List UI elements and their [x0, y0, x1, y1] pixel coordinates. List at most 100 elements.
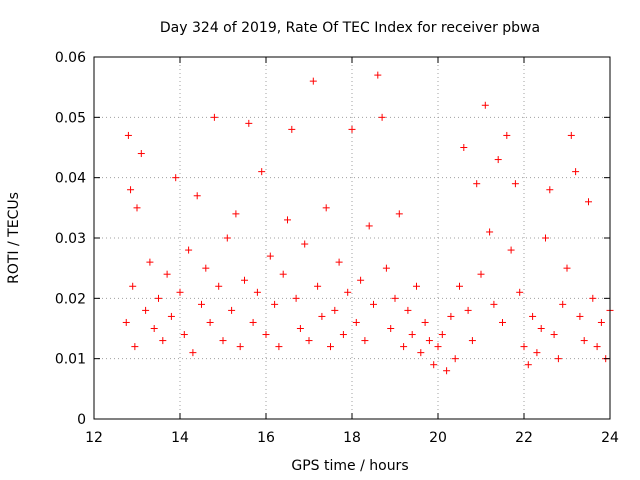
data-point — [563, 264, 571, 272]
data-point — [193, 192, 201, 200]
data-point — [142, 306, 150, 314]
data-point — [167, 312, 175, 320]
data-point — [335, 258, 343, 266]
data-point — [542, 234, 549, 242]
data-point — [198, 300, 205, 308]
data-point — [460, 144, 468, 151]
data-point — [537, 325, 545, 332]
data-point — [284, 216, 291, 224]
data-point — [202, 264, 210, 272]
data-point — [339, 331, 347, 339]
y-tick-label: 0.04 — [55, 171, 86, 187]
data-point — [425, 337, 433, 345]
data-point — [456, 282, 463, 290]
x-tick-label: 14 — [171, 430, 189, 446]
data-point — [133, 204, 141, 212]
data-point — [266, 252, 274, 260]
data-point — [189, 349, 197, 357]
data-point — [365, 222, 373, 230]
data-point — [292, 294, 300, 302]
x-tick-label: 18 — [343, 430, 361, 446]
data-point — [352, 318, 360, 326]
data-point — [249, 318, 257, 326]
y-tick-label: 0.06 — [55, 50, 86, 66]
data-point — [421, 318, 429, 326]
y-tick-label: 0 — [77, 412, 86, 428]
data-point — [430, 361, 438, 369]
axis-ticks — [93, 56, 611, 420]
data-point — [559, 300, 567, 308]
data-point — [490, 300, 498, 308]
data-point — [314, 282, 322, 290]
data-point — [434, 343, 442, 351]
data-point — [572, 168, 580, 176]
grid-lines — [94, 57, 610, 419]
data-point — [309, 77, 317, 85]
data-point — [447, 312, 455, 320]
data-point — [464, 306, 472, 314]
data-point — [486, 228, 494, 236]
x-axis-label: GPS time / hours — [291, 458, 408, 474]
data-point — [417, 349, 425, 357]
x-tick-label: 24 — [601, 430, 619, 446]
data-point — [567, 131, 575, 139]
data-point — [241, 276, 248, 284]
data-point — [322, 204, 330, 212]
data-point — [271, 300, 279, 308]
data-point — [262, 331, 270, 339]
data-point — [172, 174, 180, 182]
x-tick-labels: 12 14 16 18 20 22 24 — [85, 430, 619, 446]
data-points — [122, 71, 614, 375]
x-tick-label: 12 — [85, 430, 103, 446]
data-point — [301, 240, 309, 248]
data-point — [155, 294, 162, 302]
data-point — [124, 131, 132, 139]
data-point — [348, 125, 356, 133]
data-point — [127, 186, 135, 194]
data-point — [258, 168, 266, 176]
x-tick-label: 20 — [429, 430, 447, 446]
data-point — [176, 288, 184, 296]
data-point — [223, 234, 231, 242]
data-point — [477, 270, 485, 278]
y-tick-label: 0.05 — [55, 110, 86, 126]
data-point — [404, 306, 412, 314]
data-point — [520, 343, 528, 351]
data-point — [481, 101, 489, 109]
data-point — [331, 306, 339, 314]
data-point — [499, 318, 506, 326]
data-point — [576, 312, 584, 320]
data-point — [129, 282, 137, 290]
data-point — [378, 113, 386, 121]
data-point — [443, 367, 451, 375]
data-point — [382, 264, 390, 272]
data-point — [327, 343, 334, 351]
data-point — [305, 337, 313, 345]
data-point — [511, 180, 519, 188]
data-point — [279, 270, 287, 278]
data-point — [150, 325, 158, 332]
data-point — [206, 318, 214, 326]
data-point — [159, 337, 167, 345]
data-point — [374, 71, 382, 79]
data-point — [236, 343, 244, 351]
data-point — [232, 210, 240, 218]
data-point — [275, 343, 283, 351]
y-tick-label: 0.01 — [55, 352, 86, 368]
data-point — [131, 343, 139, 351]
y-tick-label: 0.02 — [55, 291, 86, 307]
data-point — [593, 343, 601, 351]
data-point — [245, 119, 253, 127]
data-point — [387, 325, 395, 332]
data-point — [228, 306, 236, 314]
data-point — [215, 282, 223, 290]
data-point — [210, 113, 218, 121]
data-point — [122, 318, 130, 326]
data-point — [137, 150, 145, 158]
data-point — [253, 288, 261, 296]
data-point — [180, 331, 188, 339]
data-point — [550, 331, 558, 339]
data-point — [533, 349, 541, 357]
data-point — [185, 246, 193, 254]
